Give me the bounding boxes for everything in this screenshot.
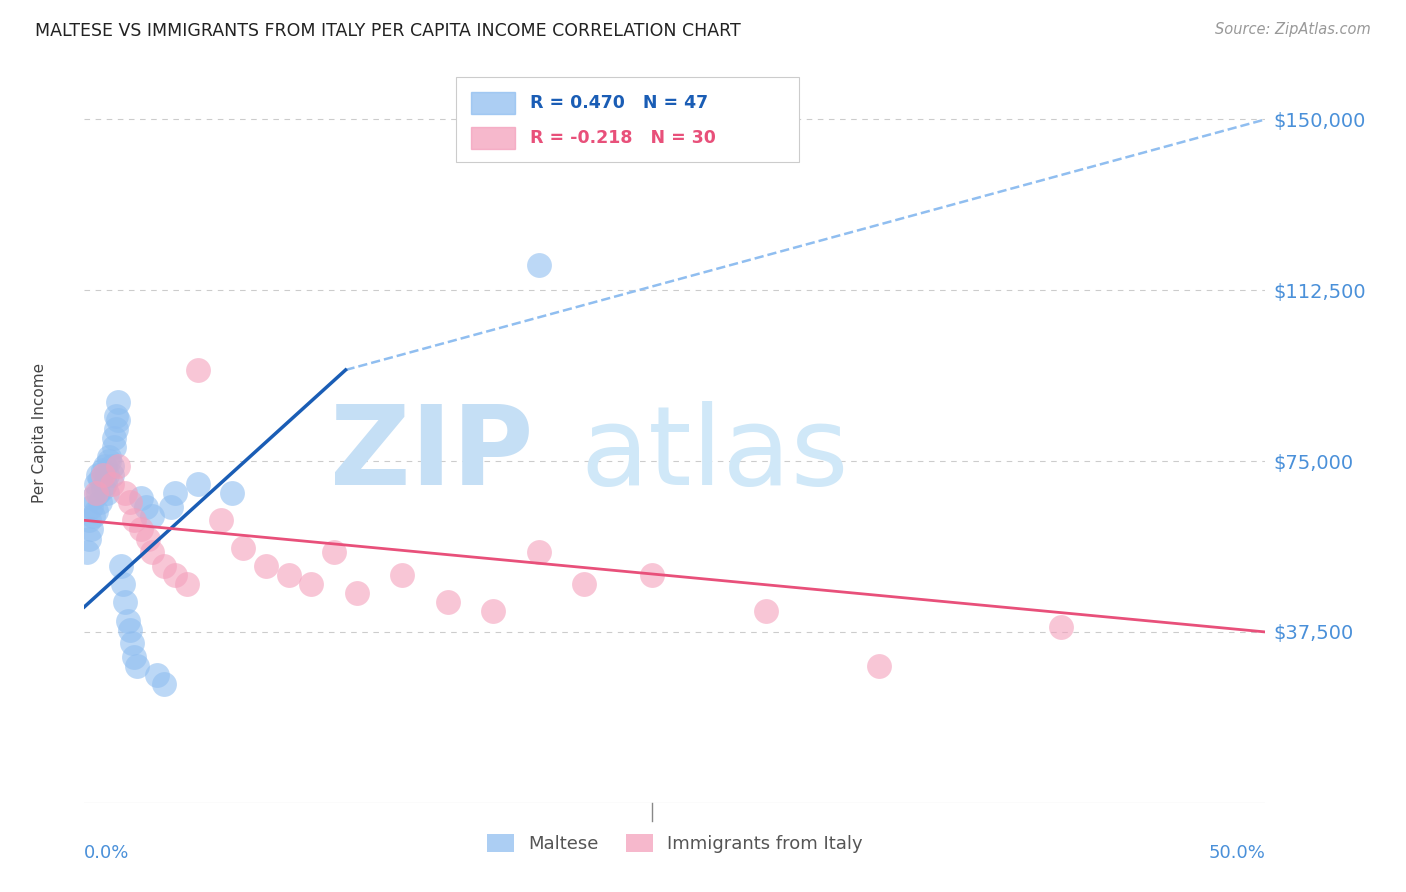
Point — [527, 258, 550, 272]
Point — [107, 413, 129, 427]
Point — [91, 463, 114, 477]
Point — [165, 568, 187, 582]
Point — [187, 363, 209, 377]
Point — [82, 508, 104, 523]
Point — [94, 476, 117, 491]
Legend: Maltese, Immigrants from Italy: Maltese, Immigrants from Italy — [479, 827, 870, 861]
Point — [1050, 620, 1073, 634]
Point — [110, 558, 132, 573]
Point — [209, 513, 232, 527]
Point — [100, 476, 122, 491]
Point — [482, 604, 505, 618]
Text: Per Capita Income: Per Capita Income — [32, 362, 46, 503]
Point — [84, 504, 107, 518]
Point — [105, 409, 128, 423]
Point — [868, 659, 890, 673]
Point — [187, 476, 209, 491]
Bar — [471, 127, 516, 149]
Point — [103, 441, 125, 455]
Point — [125, 659, 148, 673]
Point — [323, 545, 346, 559]
Point — [254, 558, 277, 573]
Point — [301, 577, 323, 591]
Point — [232, 541, 254, 555]
Point — [96, 486, 118, 500]
Point — [89, 472, 111, 486]
Point — [121, 636, 143, 650]
Point — [176, 577, 198, 591]
Point — [136, 532, 159, 546]
Point — [159, 500, 181, 514]
Text: MALTESE VS IMMIGRANTS FROM ITALY PER CAPITA INCOME CORRELATION CHART: MALTESE VS IMMIGRANTS FROM ITALY PER CAP… — [35, 22, 741, 40]
Point — [100, 458, 122, 473]
Point — [98, 450, 121, 464]
Text: Source: ZipAtlas.com: Source: ZipAtlas.com — [1215, 22, 1371, 37]
Point — [141, 508, 163, 523]
Point — [165, 486, 187, 500]
Point — [391, 568, 413, 582]
Point — [89, 495, 111, 509]
Point — [153, 558, 176, 573]
Point — [124, 513, 146, 527]
Point — [277, 568, 299, 582]
Point — [91, 467, 114, 482]
Point — [129, 491, 152, 505]
Point — [105, 422, 128, 436]
Point — [436, 595, 458, 609]
Point — [98, 454, 121, 468]
Text: R = -0.218   N = 30: R = -0.218 N = 30 — [530, 129, 716, 147]
Point — [77, 532, 100, 546]
Point — [100, 467, 122, 482]
Point — [77, 513, 100, 527]
Point — [80, 523, 103, 537]
Text: 0.0%: 0.0% — [84, 844, 129, 862]
Point — [141, 545, 163, 559]
Point — [129, 523, 152, 537]
Text: ZIP: ZIP — [330, 401, 533, 508]
Point — [117, 614, 139, 628]
Point — [91, 482, 114, 496]
Point — [572, 577, 595, 591]
Point — [107, 458, 129, 473]
Point — [346, 586, 368, 600]
Point — [118, 623, 141, 637]
Point — [641, 568, 664, 582]
Point — [755, 604, 778, 618]
FancyBboxPatch shape — [457, 78, 799, 162]
Point — [94, 458, 117, 473]
Point — [124, 650, 146, 665]
Text: 50.0%: 50.0% — [1209, 844, 1265, 862]
Bar — [471, 92, 516, 114]
Point — [221, 486, 243, 500]
Point — [153, 677, 176, 691]
Point — [146, 668, 169, 682]
Text: R = 0.470   N = 47: R = 0.470 N = 47 — [530, 95, 707, 112]
Point — [103, 431, 125, 445]
Point — [80, 500, 103, 514]
Point — [82, 491, 104, 505]
Point — [114, 595, 136, 609]
Point — [84, 476, 107, 491]
Point — [114, 486, 136, 500]
Point — [135, 500, 157, 514]
Point — [527, 545, 550, 559]
Point — [118, 495, 141, 509]
Point — [111, 577, 134, 591]
Point — [76, 545, 98, 559]
Point — [84, 486, 107, 500]
Point — [96, 467, 118, 482]
Point — [87, 467, 110, 482]
Point — [107, 395, 129, 409]
Text: atlas: atlas — [581, 401, 849, 508]
Point — [87, 486, 110, 500]
